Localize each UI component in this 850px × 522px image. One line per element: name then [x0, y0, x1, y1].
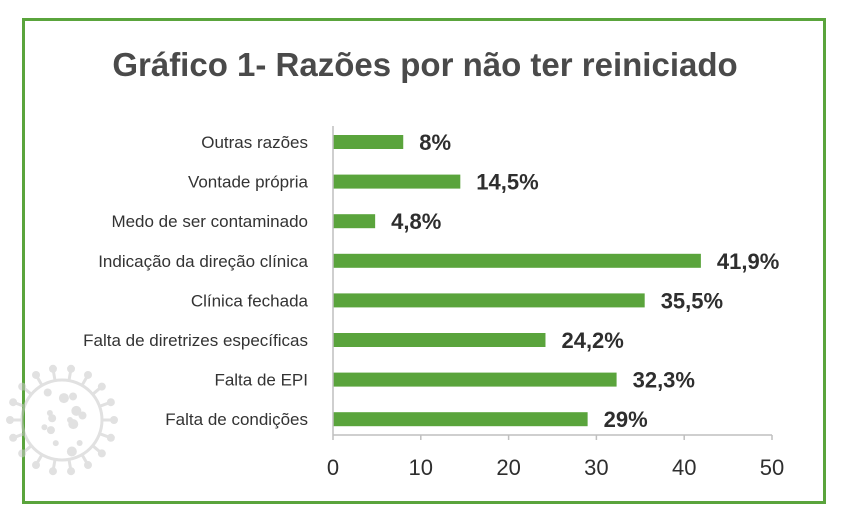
category-label: Vontade própria	[188, 173, 309, 192]
virus-icon	[6, 364, 118, 476]
x-tick-label: 30	[584, 455, 608, 480]
bar	[333, 412, 588, 427]
category-label: Outras razões	[201, 133, 308, 152]
bar	[333, 135, 404, 149]
bar	[333, 174, 461, 189]
bar	[333, 253, 701, 268]
data-label: 41,9%	[717, 249, 779, 274]
data-label: 14,5%	[476, 170, 538, 195]
category-label: Falta de diretrizes específicas	[83, 331, 308, 350]
category-label: Falta de EPI	[214, 371, 308, 390]
category-label: Falta de condições	[165, 410, 308, 429]
x-tick-label: 10	[409, 455, 433, 480]
x-tick-label: 50	[760, 455, 784, 480]
x-tick-label: 40	[672, 455, 696, 480]
category-label: Medo de ser contaminado	[111, 212, 308, 231]
data-label: 8%	[419, 130, 451, 155]
x-tick-label: 0	[327, 455, 339, 480]
bar	[333, 372, 617, 387]
data-label: 4,8%	[391, 209, 441, 234]
x-tick-label: 20	[496, 455, 520, 480]
bar	[333, 333, 546, 347]
data-label: 32,3%	[633, 368, 695, 393]
category-label: Clínica fechada	[191, 291, 309, 310]
data-label: 29%	[604, 407, 648, 432]
data-label: 35,5%	[661, 288, 723, 313]
chart-title: Gráfico 1- Razões por não ter reiniciado	[112, 46, 737, 83]
data-label: 24,2%	[561, 328, 623, 353]
category-label: Indicação da direção clínica	[98, 252, 308, 271]
bar	[333, 214, 376, 229]
bar	[333, 293, 645, 308]
